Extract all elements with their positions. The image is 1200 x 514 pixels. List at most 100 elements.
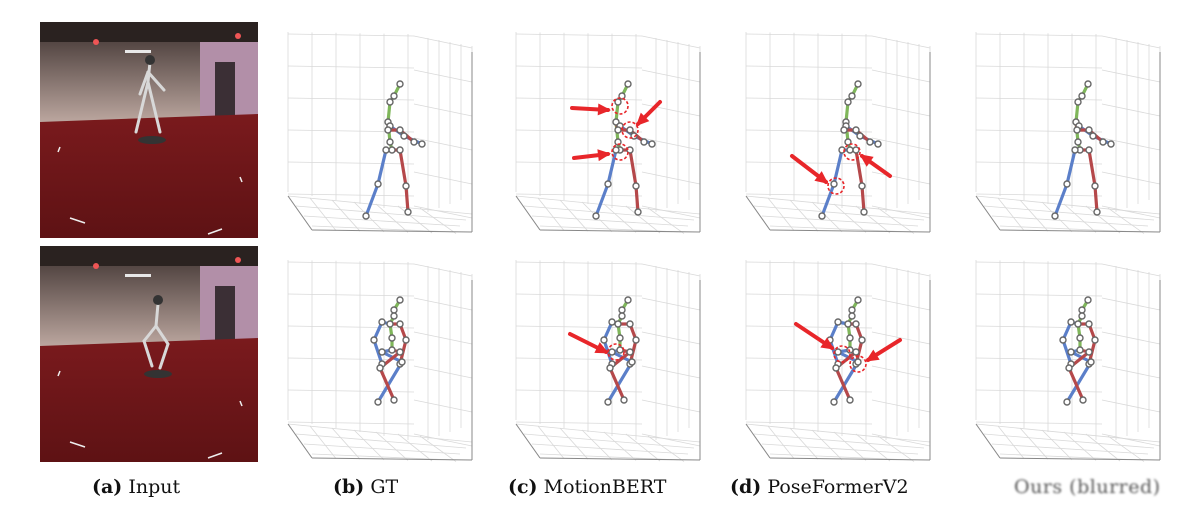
bone-lhip-lkn — [606, 148, 618, 186]
axis-edges — [287, 280, 473, 461]
red-arrow-head-icon — [594, 342, 609, 354]
skeleton — [370, 296, 410, 406]
bone-rkn-rft — [608, 366, 626, 402]
bone-lkn-lft — [820, 182, 836, 218]
joint-head — [1084, 296, 1092, 304]
joint-rft — [846, 396, 854, 404]
joint-rel — [858, 336, 866, 344]
red-arrow-head-icon — [865, 349, 880, 362]
joint-rsh — [1085, 320, 1093, 328]
pose-plot-poseformerv2-row1 — [740, 24, 936, 236]
pose-plot-motionbert-row2 — [510, 252, 706, 464]
joint-rft — [860, 208, 868, 216]
joint-lwr — [648, 140, 656, 148]
skeleton — [818, 80, 882, 220]
joint-spine — [616, 334, 624, 342]
joint-hip — [388, 346, 396, 354]
axis-edges — [975, 52, 1161, 233]
dashed-red-circle-icon — [843, 143, 861, 161]
joint-head — [854, 80, 862, 88]
bone-lhip-lkn — [376, 148, 388, 186]
pose-plot-svg — [745, 260, 931, 462]
bone-rhip-rkn — [398, 148, 408, 188]
joint-nose — [844, 98, 852, 106]
skeleton — [592, 80, 656, 220]
caption-label: (b) — [333, 476, 365, 498]
joint-lhip — [378, 348, 386, 356]
joint-rhip — [626, 348, 634, 356]
skeleton — [362, 80, 426, 220]
dashed-red-circle-icon — [827, 177, 845, 195]
joint-lft — [592, 212, 600, 220]
joint-head — [1084, 80, 1092, 88]
joint-lel — [600, 336, 608, 344]
joint-lft — [374, 398, 382, 406]
bone-lhip-lkn — [1065, 148, 1077, 186]
joint-head — [396, 80, 404, 88]
joint-lkn — [604, 180, 612, 188]
joint-lhip — [1067, 348, 1075, 356]
bone-rhip-rkn — [854, 148, 864, 188]
joint-hip — [846, 146, 854, 154]
joint-lkn — [398, 358, 406, 366]
input-photo-row2 — [40, 246, 258, 462]
joint-lwr — [418, 140, 426, 148]
joint-lhip — [608, 348, 616, 356]
joint-neck — [390, 92, 398, 100]
joint-spine — [844, 138, 852, 146]
joint-thorax — [614, 320, 622, 328]
pose-plot-ours-row1 — [970, 24, 1166, 236]
joint-nose — [1074, 98, 1082, 106]
caption-ours: Ours (blurred) — [1014, 476, 1161, 498]
red-arrow-head-icon — [597, 149, 611, 162]
joint-rsh — [852, 320, 860, 328]
joint-spine — [388, 334, 396, 342]
joint-rsh — [626, 320, 634, 328]
bone-rkn-rft — [834, 366, 852, 402]
joint-lkn — [1063, 180, 1071, 188]
joint-hip — [388, 146, 396, 154]
skeleton — [826, 296, 866, 406]
joint-neck — [848, 92, 856, 100]
red-arrow-head-icon — [859, 154, 874, 167]
joint-rkn — [402, 182, 410, 190]
dashed-red-circle-icon — [607, 343, 625, 361]
joint-nose — [386, 98, 394, 106]
joint-spine — [1076, 334, 1084, 342]
joint-head — [854, 296, 862, 304]
skeleton — [1051, 80, 1115, 220]
dashed-red-circle-icon — [621, 121, 639, 139]
joint-neck — [1078, 306, 1086, 314]
joint-thorax — [1074, 320, 1082, 328]
bone-lel-lwr — [1061, 338, 1073, 366]
pose-plot-svg — [975, 260, 1161, 462]
pose-plot-svg — [745, 32, 931, 234]
joint-nose — [1078, 312, 1086, 320]
joint-rhip — [396, 146, 404, 154]
bone-lkn-lft — [832, 360, 860, 404]
joint-lft — [818, 212, 826, 220]
joint-rft — [1079, 396, 1087, 404]
caption-title: Input — [128, 476, 181, 498]
joint-lsh — [608, 318, 616, 326]
joint-lel — [856, 132, 864, 140]
bone-rkn-rft — [860, 184, 866, 214]
axes-grid — [745, 32, 931, 234]
joint-rft — [1093, 208, 1101, 216]
joint-rft — [404, 208, 412, 216]
joint-rkn — [832, 364, 840, 372]
joint-neck — [390, 306, 398, 314]
caption-label: (c) — [508, 476, 538, 498]
pose-plot-svg — [975, 32, 1161, 234]
red-arrow-head-icon — [814, 171, 829, 184]
joint-nose — [390, 312, 398, 320]
joint-lel — [370, 336, 378, 344]
caption-title: PoseFormerV2 — [767, 476, 909, 498]
axis-edges — [745, 280, 931, 461]
joint-lkn — [854, 358, 862, 366]
caption-label: (d) — [730, 476, 762, 498]
caption-title: Ours (blurred) — [1014, 476, 1161, 498]
joint-rft — [620, 396, 628, 404]
joint-lsh — [1067, 318, 1075, 326]
